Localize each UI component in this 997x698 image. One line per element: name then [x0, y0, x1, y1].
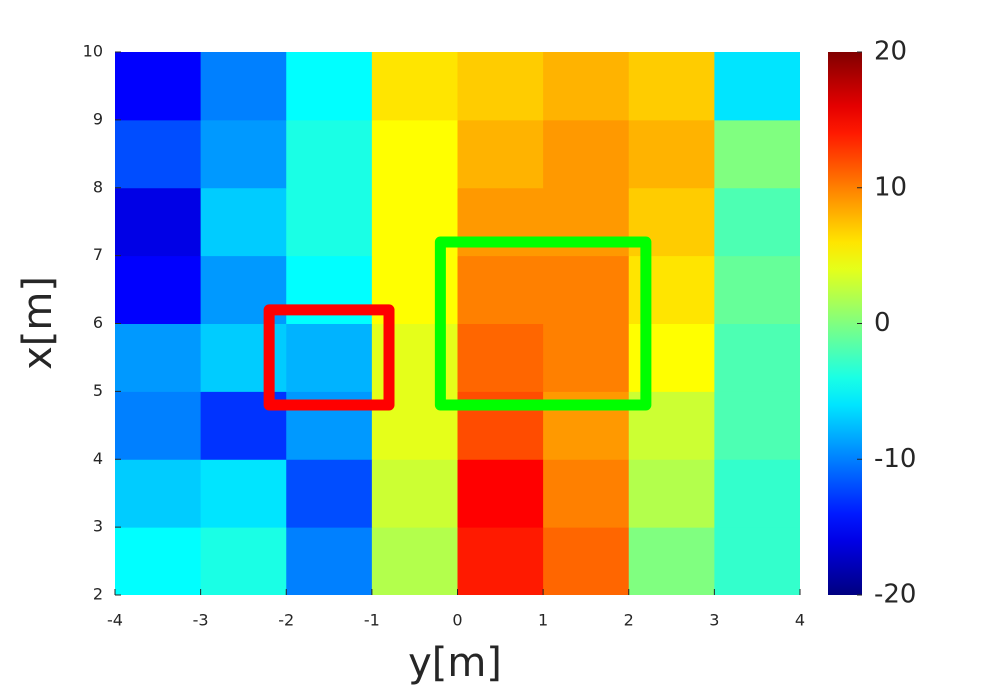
- heat-cell: [543, 527, 630, 595]
- heat-cell: [457, 255, 544, 324]
- x-tick-label: 1: [538, 611, 548, 630]
- x-tick-label: 3: [709, 611, 719, 630]
- y-tick-label: 2: [93, 585, 103, 604]
- x-tick-label: -4: [107, 611, 123, 630]
- x-tick-label: -3: [193, 611, 209, 630]
- heat-cell: [543, 119, 630, 189]
- highlight-box: [434, 236, 652, 411]
- y-axis-label: x[m]: [15, 276, 61, 370]
- heat-cell: [714, 119, 800, 189]
- x-axis-label: y[m]: [408, 640, 502, 686]
- heat-cell: [457, 459, 544, 528]
- heat-cell: [543, 255, 630, 324]
- x-tick-label: 2: [624, 611, 634, 630]
- heat-cell: [115, 187, 202, 257]
- heat-cell: [200, 459, 287, 528]
- heat-cell: [200, 52, 287, 121]
- heat-cell: [457, 119, 544, 189]
- heat-cell: [371, 527, 458, 595]
- y-tick-label: 9: [93, 109, 103, 128]
- heat-cell: [286, 323, 373, 392]
- heat-cell: [714, 391, 800, 460]
- heatmap: [115, 52, 800, 595]
- y-tick-label: 4: [93, 449, 103, 468]
- highlight-box: [263, 304, 395, 411]
- colorbar-tick-label: -10: [874, 444, 916, 474]
- heat-cell: [115, 391, 202, 460]
- colorbar-tick-label: -20: [874, 580, 916, 610]
- heat-cell: [714, 527, 800, 595]
- heat-cell: [628, 527, 715, 595]
- x-tick-label: 0: [452, 611, 462, 630]
- heat-cell: [714, 187, 800, 257]
- heat-cell: [115, 527, 202, 595]
- heat-cell: [115, 323, 202, 392]
- heat-cell: [200, 119, 287, 189]
- heat-cell: [200, 187, 287, 257]
- colorbar-tick-label: 10: [874, 172, 907, 202]
- y-tick-label: 10: [83, 42, 103, 61]
- heat-cell: [371, 459, 458, 528]
- heat-cell: [628, 119, 715, 189]
- heat-cell: [457, 527, 544, 595]
- heat-cell: [286, 187, 373, 257]
- heat-cell: [115, 459, 202, 528]
- x-tick-label: -2: [278, 611, 294, 630]
- y-tick-label: 5: [93, 381, 103, 400]
- colorbar-tick-label: 20: [874, 37, 907, 67]
- colorbar-tick-label: 0: [874, 308, 891, 338]
- heat-cell: [714, 255, 800, 324]
- heat-cell: [714, 323, 800, 392]
- colorbar: [828, 52, 862, 595]
- heat-cell: [286, 459, 373, 528]
- x-tick-label: 4: [795, 611, 805, 630]
- y-tick-label: 6: [93, 313, 103, 332]
- heat-cell: [115, 52, 202, 121]
- heat-cell: [457, 323, 544, 392]
- heat-cell: [543, 459, 630, 528]
- heat-cell: [543, 52, 630, 121]
- heat-cell: [286, 119, 373, 189]
- heat-cell: [714, 52, 800, 121]
- heat-cell: [286, 527, 373, 595]
- heat-cell: [115, 255, 202, 324]
- heat-cell: [371, 52, 458, 121]
- x-tick-label: -1: [364, 611, 380, 630]
- y-tick-label: 3: [93, 517, 103, 536]
- heat-cell: [457, 52, 544, 121]
- y-tick-label: 8: [93, 177, 103, 196]
- heat-cell: [286, 52, 373, 121]
- heat-cell: [628, 459, 715, 528]
- heat-cell: [628, 52, 715, 121]
- heat-cell: [200, 527, 287, 595]
- heat-cell: [714, 459, 800, 528]
- y-tick-label: 7: [93, 245, 103, 264]
- heat-cell: [115, 119, 202, 189]
- heat-cell: [543, 323, 630, 392]
- heat-cell: [371, 119, 458, 189]
